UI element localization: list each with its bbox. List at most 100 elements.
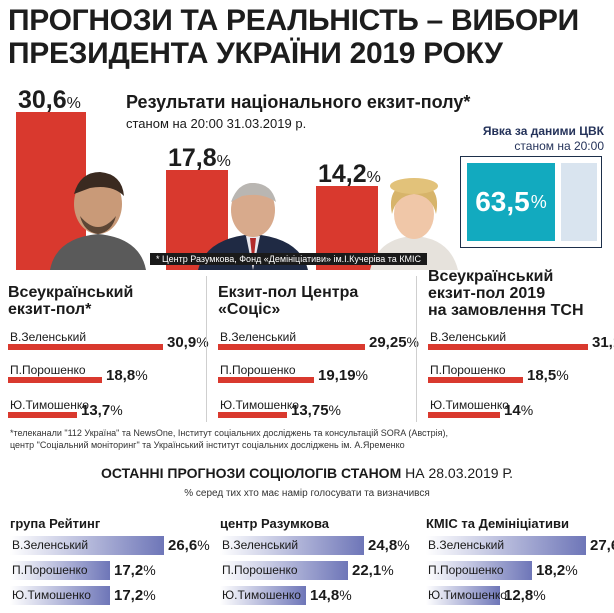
- row-bar: [428, 344, 588, 350]
- value-number: 14: [504, 402, 521, 419]
- value-number: 13,75: [291, 402, 329, 419]
- turnout-box: 63,5%: [460, 156, 602, 248]
- value-number: 12,8: [504, 587, 534, 604]
- value-number: 14,8: [310, 587, 340, 604]
- value-number: 27,6: [590, 537, 614, 554]
- value-number: 18,2: [536, 562, 566, 579]
- candidate-label: Ю.Тимошенко: [10, 398, 89, 412]
- poll-group-title: група Рейтинг: [10, 516, 101, 531]
- poll-bar: [10, 561, 110, 580]
- row-value: 29,25%: [369, 334, 419, 351]
- poll-value: 18,2%: [536, 562, 578, 579]
- value-tymoshenko: 14,2%: [318, 160, 381, 188]
- turnout-remainder: [561, 163, 597, 241]
- value-number: 31,1: [592, 334, 614, 351]
- poll-bar: [426, 586, 500, 605]
- section-title: Всеукраїнський екзит-пол 2019 на замовленн…: [428, 268, 584, 319]
- candidate-label: П.Порошенко: [222, 563, 298, 577]
- value-percent: %: [355, 367, 368, 383]
- value-percent: %: [328, 402, 341, 418]
- value-number: 26,6: [168, 537, 198, 554]
- polls-title: ОСТАННІ ПРОГНОЗИ СОЦІОЛОГІВ СТАНОМ НА 28…: [100, 465, 514, 481]
- section-title-line: «Соціс»: [218, 301, 281, 318]
- value-zelensky: 30,6%: [18, 86, 81, 114]
- candidate-label: Ю.Тимошенко: [222, 588, 301, 602]
- value-percent: %: [196, 334, 209, 350]
- poll-value: 12,8%: [504, 587, 546, 604]
- value-percent: %: [520, 402, 534, 418]
- candidate-label: Ю.Тимошенко: [220, 398, 299, 412]
- value-percent: %: [397, 537, 410, 553]
- section-title-line: екзит-пол*: [8, 301, 92, 318]
- candidate-label: П.Порошенко: [12, 563, 88, 577]
- value-percent: %: [533, 587, 546, 603]
- poll-group-title: центр Разумкова: [220, 516, 330, 531]
- row-value: 30,9%: [167, 334, 209, 351]
- section-title: Всеукраїнський екзит-пол*: [8, 284, 133, 318]
- value-percent: %: [143, 587, 156, 603]
- candidate-label: В.Зеленський: [430, 330, 507, 344]
- candidate-label: Ю.Тимошенко: [428, 588, 507, 602]
- value-percent: %: [381, 562, 394, 578]
- value-poroshenko: 17,8%: [168, 144, 231, 172]
- turnout-subtitle: станом на 20:00: [514, 139, 604, 153]
- poll-group-title: КМІС та Демініціативи: [426, 516, 569, 531]
- candidate-label: Ю.Тимошенко: [430, 398, 509, 412]
- value-number: 17,2: [114, 587, 144, 604]
- section-title-line: екзит-пол 2019: [428, 285, 546, 302]
- turnout-value: 63,5%: [475, 186, 547, 217]
- turnout-fill: [467, 163, 555, 241]
- poll-value: 26,6%: [168, 537, 210, 554]
- value-number: 17,2: [114, 562, 144, 579]
- value-number: 19,19: [318, 367, 356, 384]
- poll-bar: [220, 561, 348, 580]
- poll-bar: [426, 536, 586, 555]
- candidate-label: В.Зеленський: [220, 330, 297, 344]
- poll-value: 14,8%: [310, 587, 352, 604]
- candidate-label: Ю.Тимошенко: [12, 588, 91, 602]
- poll-value: 24,8%: [368, 537, 410, 554]
- candidate-label: В.Зеленський: [428, 538, 505, 552]
- poll-bar: [10, 536, 164, 555]
- row-value: 18,5%: [527, 367, 569, 384]
- value-number: 18,5: [527, 367, 557, 384]
- poll-bar: [220, 586, 306, 605]
- row-bar: [218, 377, 314, 383]
- poll-bar: [10, 586, 110, 605]
- candidate-label: П.Порошенко: [10, 363, 86, 377]
- value-percent: %: [143, 562, 156, 578]
- value-number: 22,1: [352, 562, 382, 579]
- poll-value: 17,2%: [114, 587, 156, 604]
- polls-subtitle: % серед тих хто має намір голосувати та …: [184, 488, 430, 499]
- row-value: 14%: [504, 402, 533, 419]
- poll-bar: [220, 536, 364, 555]
- poll-value: 17,2%: [114, 562, 156, 579]
- zelensky-photo: [50, 172, 146, 270]
- page-title: ПРОГНОЗИ ТА РЕАЛЬНІСТЬ – ВИБОРИ ПРЕЗИДЕН…: [8, 4, 579, 70]
- column-divider: [416, 276, 417, 422]
- turnout-title: Явка за даними ЦВК: [482, 124, 604, 138]
- section-title-line: Всеукраїнський: [428, 268, 554, 285]
- row-value: 31,1%: [592, 334, 614, 351]
- column-divider: [206, 276, 207, 422]
- candidate-label: П.Порошенко: [428, 563, 504, 577]
- footnote-line: центр "Соціальний моніторинг" та Українс…: [10, 440, 405, 450]
- row-bar: [218, 412, 287, 418]
- row-bar: [8, 412, 77, 418]
- value-percent: %: [406, 334, 419, 350]
- poll-value: 27,6%: [590, 537, 614, 554]
- candidate-label: П.Порошенко: [430, 363, 506, 377]
- value-percent: %: [339, 587, 352, 603]
- value-number: 30,9: [167, 334, 197, 351]
- exit-poll-title: Результати національного екзит-полу*: [126, 92, 471, 112]
- section-title-line: Екзит-пол Центра: [218, 284, 359, 301]
- candidate-label: В.Зеленський: [12, 538, 89, 552]
- section-title-line: на замовлення ТСН: [428, 302, 584, 319]
- row-value: 18,8%: [106, 367, 148, 384]
- exit-poll-subtitle: станом на 20:00 31.03.2019 р.: [126, 116, 307, 131]
- candidate-label: В.Зеленський: [222, 538, 299, 552]
- row-bar: [428, 377, 523, 383]
- row-value: 13,7%: [81, 402, 123, 419]
- section-title-line: Всеукраїнський: [8, 284, 134, 301]
- exit-poll-hero-chart: 30,6% 17,8% 14,2%: [0, 78, 460, 270]
